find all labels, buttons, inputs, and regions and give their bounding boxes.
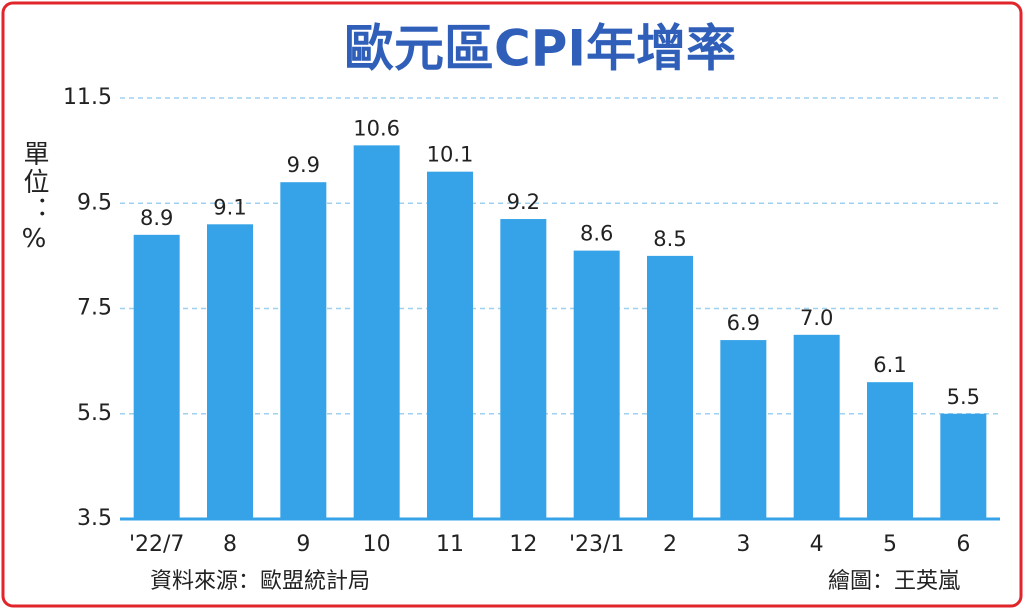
- value-label: 7.0: [800, 306, 833, 330]
- x-tick-label: 12: [509, 532, 537, 557]
- x-tick-label: '22/7: [129, 532, 184, 557]
- value-label: 6.9: [727, 311, 760, 335]
- bar: [940, 413, 987, 519]
- value-label: 5.5: [947, 385, 980, 409]
- value-label: 9.1: [213, 195, 246, 219]
- bar: [573, 250, 620, 520]
- y-tick-label: 7.5: [77, 296, 112, 321]
- value-label: 8.6: [580, 222, 613, 246]
- bar: [133, 234, 180, 519]
- x-tick-label: 3: [736, 532, 750, 557]
- bar: [647, 255, 693, 519]
- value-label: 8.9: [140, 206, 173, 230]
- value-label: 10.1: [427, 143, 474, 167]
- bar: [207, 224, 253, 520]
- value-label: 6.1: [873, 353, 906, 377]
- x-tick-label: 10: [363, 532, 391, 557]
- bar: [720, 340, 767, 519]
- x-tick-label: '23/1: [569, 532, 624, 557]
- chart-title: 歐元區CPI年增率: [344, 20, 736, 78]
- y-tick-label: 5.5: [77, 401, 112, 426]
- bar: [793, 334, 840, 519]
- y-axis-label: 單位：%: [19, 140, 49, 256]
- x-tick-label: 4: [810, 532, 824, 557]
- y-tick-label: 9.5: [77, 190, 112, 215]
- y-tick-label: 3.5: [77, 506, 112, 531]
- x-tick-label: 6: [956, 532, 970, 557]
- bar: [867, 382, 913, 519]
- x-tick-label: 11: [436, 532, 464, 557]
- x-tick-label: 2: [663, 532, 677, 557]
- value-label: 10.6: [353, 116, 400, 140]
- x-tick-label: 9: [296, 532, 310, 557]
- x-tick-label: 8: [223, 532, 237, 557]
- x-tick-label: 5: [883, 532, 897, 557]
- bar: [427, 171, 473, 520]
- source: 資料來源：歐盟統計局: [150, 569, 370, 594]
- y-tick-label: 11.5: [63, 85, 112, 110]
- bar: [353, 145, 400, 520]
- value-label: 9.9: [287, 153, 320, 177]
- credit: 繪圖：王英嵐: [828, 569, 960, 594]
- value-label: 8.5: [653, 227, 686, 251]
- bar: [500, 219, 547, 519]
- value-label: 9.2: [507, 190, 540, 214]
- bar: [280, 182, 327, 519]
